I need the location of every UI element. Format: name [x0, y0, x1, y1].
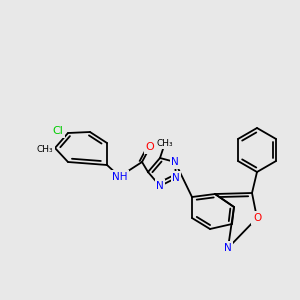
Text: NH: NH: [112, 172, 128, 182]
Text: CH₃: CH₃: [157, 139, 173, 148]
Text: O: O: [146, 142, 154, 152]
Text: CH₃: CH₃: [37, 145, 53, 154]
Text: Cl: Cl: [52, 126, 63, 136]
Text: N: N: [171, 157, 179, 167]
Text: N: N: [172, 173, 180, 183]
Text: N: N: [224, 243, 232, 253]
Text: N: N: [156, 181, 164, 191]
Text: O: O: [253, 213, 261, 223]
